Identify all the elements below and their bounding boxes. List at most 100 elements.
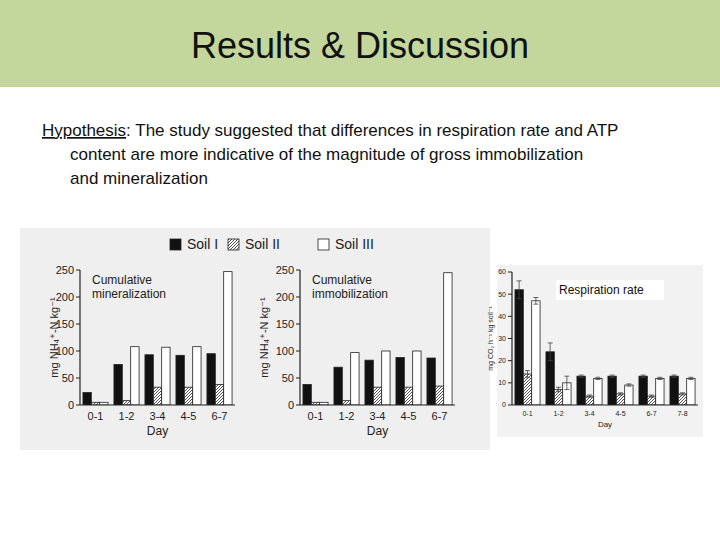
error-cap — [641, 377, 646, 378]
bar — [184, 387, 192, 405]
y-tick-label: 60 — [498, 268, 506, 275]
legend-label: Soil III — [335, 236, 374, 252]
bar — [427, 358, 435, 405]
bar — [678, 394, 686, 405]
bar — [162, 347, 170, 405]
error-line — [527, 371, 528, 378]
x-tick-label: 1-2 — [553, 410, 563, 417]
error-cap — [548, 342, 553, 343]
error-bar — [688, 377, 693, 379]
x-tick-label: 3-4 — [584, 410, 594, 417]
x-axis-label: Day — [147, 424, 168, 438]
error-cap — [649, 395, 654, 396]
y-tick-label: 20 — [498, 357, 506, 364]
y-axis — [79, 270, 80, 405]
x-tick-label: 7-8 — [677, 410, 687, 417]
chart-title: Cumulativemineralization — [92, 273, 166, 301]
x-tick-label: 6-7 — [432, 410, 448, 422]
hypothesis-label: Hypothesis — [42, 121, 126, 140]
y-axis-label: mg CO₂ h⁻¹ kg soil⁻¹ — [487, 306, 495, 371]
chart-title-part: mineralization — [92, 287, 166, 301]
x-axis — [80, 404, 235, 405]
error-bar — [610, 375, 615, 377]
bar — [382, 351, 390, 405]
legend-label: Soil II — [245, 236, 280, 252]
error-cap — [672, 377, 677, 378]
y-tick-label: 0 — [288, 399, 294, 411]
error-bar — [680, 393, 685, 395]
y-axis-label: mg NH₄⁺-N kg⁻¹ — [48, 297, 60, 378]
bar — [515, 290, 523, 405]
error-cap — [610, 377, 615, 378]
bar — [365, 360, 373, 405]
title-box — [556, 280, 664, 300]
x-tick-label: 1-2 — [339, 410, 355, 422]
y-tick-label: 10 — [498, 379, 506, 386]
bar — [153, 387, 161, 405]
bar — [577, 376, 585, 405]
hypothesis-text: : The study suggested that differences i… — [126, 121, 618, 140]
x-axis-label: Day — [598, 420, 612, 429]
bar — [608, 376, 616, 405]
error-line — [566, 376, 567, 389]
bar — [523, 374, 531, 405]
y-tick-label: 150 — [276, 318, 294, 330]
bar — [215, 384, 223, 405]
bar — [404, 387, 412, 405]
error-cap — [688, 379, 693, 380]
bar — [616, 394, 624, 405]
figure-panel — [20, 228, 490, 450]
error-bar — [618, 393, 623, 395]
error-cap — [626, 383, 631, 384]
hypothesis-line: Hypothesis: The study suggested that dif… — [42, 121, 618, 140]
error-cap — [517, 298, 522, 299]
error-line — [535, 297, 536, 304]
bar — [373, 387, 381, 405]
slide-title: Results & Discussion — [191, 25, 529, 66]
y-tick-label: 40 — [498, 313, 506, 320]
chart-title-part: Cumulative — [92, 273, 152, 287]
y-tick-label: 200 — [276, 291, 294, 303]
x-tick-label: 3-4 — [370, 410, 386, 422]
chart-title-part: immobilization — [312, 287, 388, 301]
x-tick-label: 6-7 — [646, 410, 656, 417]
error-cap — [587, 395, 592, 396]
bar — [435, 386, 443, 405]
error-cap — [533, 297, 538, 298]
error-cap — [556, 387, 561, 388]
chart-title: Cumulativeimmobilization — [312, 273, 388, 301]
error-line — [550, 343, 551, 361]
bar — [396, 357, 404, 405]
x-tick-label: 0-1 — [522, 410, 532, 417]
error-cap — [649, 397, 654, 398]
error-cap — [587, 397, 592, 398]
error-cap — [657, 379, 662, 380]
bar — [647, 396, 655, 405]
y-tick-label: 50 — [62, 372, 74, 384]
error-cap — [556, 391, 561, 392]
error-bar — [595, 377, 600, 379]
chart-title-part: Cumulative — [312, 273, 372, 287]
legend-swatch — [170, 239, 181, 250]
y-axis — [299, 270, 300, 405]
error-cap — [688, 377, 693, 378]
error-cap — [525, 370, 530, 371]
error-bar — [533, 297, 538, 304]
x-axis — [300, 404, 455, 405]
marks — [83, 272, 232, 405]
chart: 0501001502002500-11-23-44-56-7Daymg NH₄⁺… — [258, 264, 455, 438]
header-band — [0, 0, 720, 87]
error-cap — [657, 377, 662, 378]
bar — [193, 347, 201, 405]
x-axis — [512, 404, 698, 405]
error-cap — [533, 304, 538, 305]
error-bar — [548, 343, 553, 361]
error-cap — [618, 395, 623, 396]
hypothesis-text: and mineralization — [70, 169, 208, 188]
x-tick-label: 3-4 — [150, 410, 166, 422]
error-cap — [517, 280, 522, 281]
bar — [114, 365, 122, 406]
bar — [687, 378, 695, 405]
error-bar — [641, 375, 646, 377]
bar — [122, 401, 130, 405]
